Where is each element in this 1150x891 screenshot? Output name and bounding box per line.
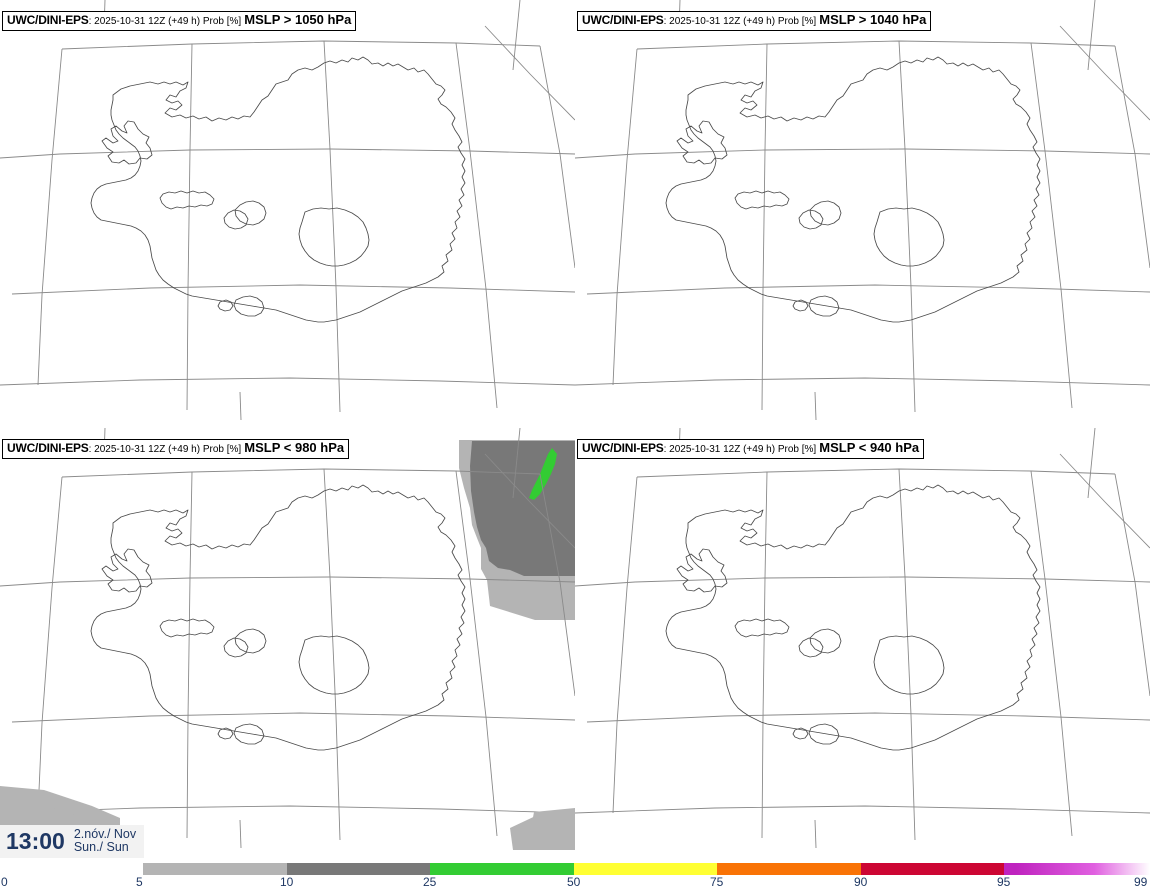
panel-run-label: : 2025-10-31 12Z (+49 h) Prob [%] xyxy=(88,444,242,455)
valid-time-weekday: Sun./ Sun xyxy=(73,840,129,854)
panel-run-label: : 2025-10-31 12Z (+49 h) Prob [%] xyxy=(88,16,242,27)
graticule-lines xyxy=(0,428,575,849)
valid-time-date: 2.nóv./ Nov xyxy=(73,827,137,841)
panel-parameter-label: MSLP > 1040 hPa xyxy=(819,12,927,27)
map-panel-mslp-lt-980[interactable]: UWC/DINI-EPS: 2025-10-31 12Z (+49 h) Pro… xyxy=(0,428,575,856)
iceland-coastline xyxy=(90,484,466,751)
colorbar-tick: 75 xyxy=(710,875,724,889)
panel-title-box: UWC/DINI-EPS: 2025-10-31 12Z (+49 h) Pro… xyxy=(577,11,932,31)
valid-time-box: 13:00 2.nóv./ Nov Sun./ Sun xyxy=(0,825,145,858)
colorbar-tick: 5 xyxy=(136,875,143,889)
colorbar-tick: 25 xyxy=(423,875,437,889)
colorbar-segment-5-10 xyxy=(143,863,287,875)
valid-time-dates: 2.nóv./ Nov Sun./ Sun xyxy=(74,828,136,854)
panel-parameter-label: MSLP < 940 hPa xyxy=(819,440,920,455)
map-panel-mslp-lt-940[interactable]: UWC/DINI-EPS: 2025-10-31 12Z (+49 h) Pro… xyxy=(575,428,1150,856)
panel-model-label: UWC/DINI-EPS xyxy=(582,441,664,455)
colorbar-tick-labels: 0 5 10 25 50 75 90 95 99 xyxy=(0,875,1150,891)
colorbar-tick: 99 xyxy=(1134,875,1148,889)
colorbar-segment-95-99 xyxy=(1004,863,1150,875)
panel-model-label: UWC/DINI-EPS xyxy=(582,13,664,27)
probability-overlay xyxy=(459,440,575,620)
panel-parameter-label: MSLP < 980 hPa xyxy=(244,440,345,455)
map-canvas xyxy=(0,428,575,849)
panel-parameter-label: MSLP > 1050 hPa xyxy=(244,12,352,27)
colorbar-tick: 90 xyxy=(854,875,868,889)
graticule-lines xyxy=(575,0,1150,421)
panel-title-box: UWC/DINI-EPS: 2025-10-31 12Z (+49 h) Pro… xyxy=(2,11,357,31)
colorbar-segment-50-75 xyxy=(574,863,717,875)
colorbar-tick: 10 xyxy=(280,875,294,889)
panel-model-label: UWC/DINI-EPS xyxy=(7,13,89,27)
graticule-lines xyxy=(0,0,575,421)
panel-title-box: UWC/DINI-EPS: 2025-10-31 12Z (+49 h) Pro… xyxy=(2,439,350,459)
legend-strip: 13:00 2.nóv./ Nov Sun./ Sun 0 5 10 25 50… xyxy=(0,825,1150,891)
graticule-lines xyxy=(575,428,1150,849)
probability-colorbar[interactable] xyxy=(0,863,1150,875)
map-canvas xyxy=(575,0,1150,421)
iceland-coastline xyxy=(665,484,1041,751)
colorbar-segment-25-50 xyxy=(430,863,574,875)
panel-run-label: : 2025-10-31 12Z (+49 h) Prob [%] xyxy=(663,444,817,455)
panel-model-label: UWC/DINI-EPS xyxy=(7,441,89,455)
prob-area-25-50 xyxy=(529,448,557,500)
colorbar-segment-75-90 xyxy=(717,863,861,875)
colorbar-segment-90-95 xyxy=(861,863,1004,875)
panel-title-box: UWC/DINI-EPS: 2025-10-31 12Z (+49 h) Pro… xyxy=(577,439,925,459)
forecast-panel-grid: UWC/DINI-EPS: 2025-10-31 12Z (+49 h) Pro… xyxy=(0,0,1150,856)
map-canvas xyxy=(575,428,1150,849)
panel-run-label: : 2025-10-31 12Z (+49 h) Prob [%] xyxy=(663,16,817,27)
iceland-coastline xyxy=(90,56,466,323)
colorbar-tick: 95 xyxy=(997,875,1011,889)
colorbar-segment-10-25 xyxy=(287,863,430,875)
map-panel-mslp-gt-1040[interactable]: UWC/DINI-EPS: 2025-10-31 12Z (+49 h) Pro… xyxy=(575,0,1150,428)
iceland-coastline xyxy=(665,56,1041,323)
colorbar-tick: 50 xyxy=(567,875,581,889)
map-panel-mslp-gt-1050[interactable]: UWC/DINI-EPS: 2025-10-31 12Z (+49 h) Pro… xyxy=(0,0,575,428)
colorbar-tick: 0 xyxy=(1,875,8,889)
map-canvas xyxy=(0,0,575,421)
valid-time-clock: 13:00 xyxy=(6,827,65,854)
